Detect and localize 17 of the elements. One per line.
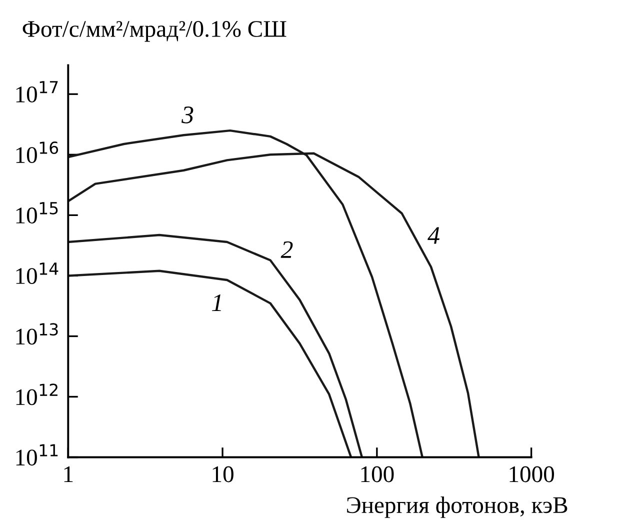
y-tick-label: 10$^{11}$: [16, 444, 58, 466]
y-axis-title: Фот/с/мм²/мрад²/0.1% СШ: [22, 21, 286, 42]
x-tick-label: 10: [212, 466, 234, 482]
annotation: 4: [428, 227, 440, 244]
annotation: 1: [212, 294, 221, 311]
y-tick-label: 10$^{16}$: [16, 142, 58, 164]
x-tick-label: 100: [361, 466, 394, 482]
y-tick-label: 10$^{12}$: [16, 384, 58, 406]
annotation: 2: [280, 241, 293, 258]
x-tick-label: 1000: [510, 466, 554, 482]
x-axis-title: Энергия фотонов, кэВ: [347, 496, 568, 518]
x-tick-label: 1: [64, 466, 73, 482]
y-tick-label: 10$^{15}$: [16, 202, 58, 224]
annotation: 3: [182, 106, 194, 124]
y-tick-label: 10$^{14}$: [16, 262, 58, 284]
y-tick-label: 10$^{13}$: [16, 323, 58, 345]
y-tick-label: 10$^{17}$: [16, 81, 58, 102]
